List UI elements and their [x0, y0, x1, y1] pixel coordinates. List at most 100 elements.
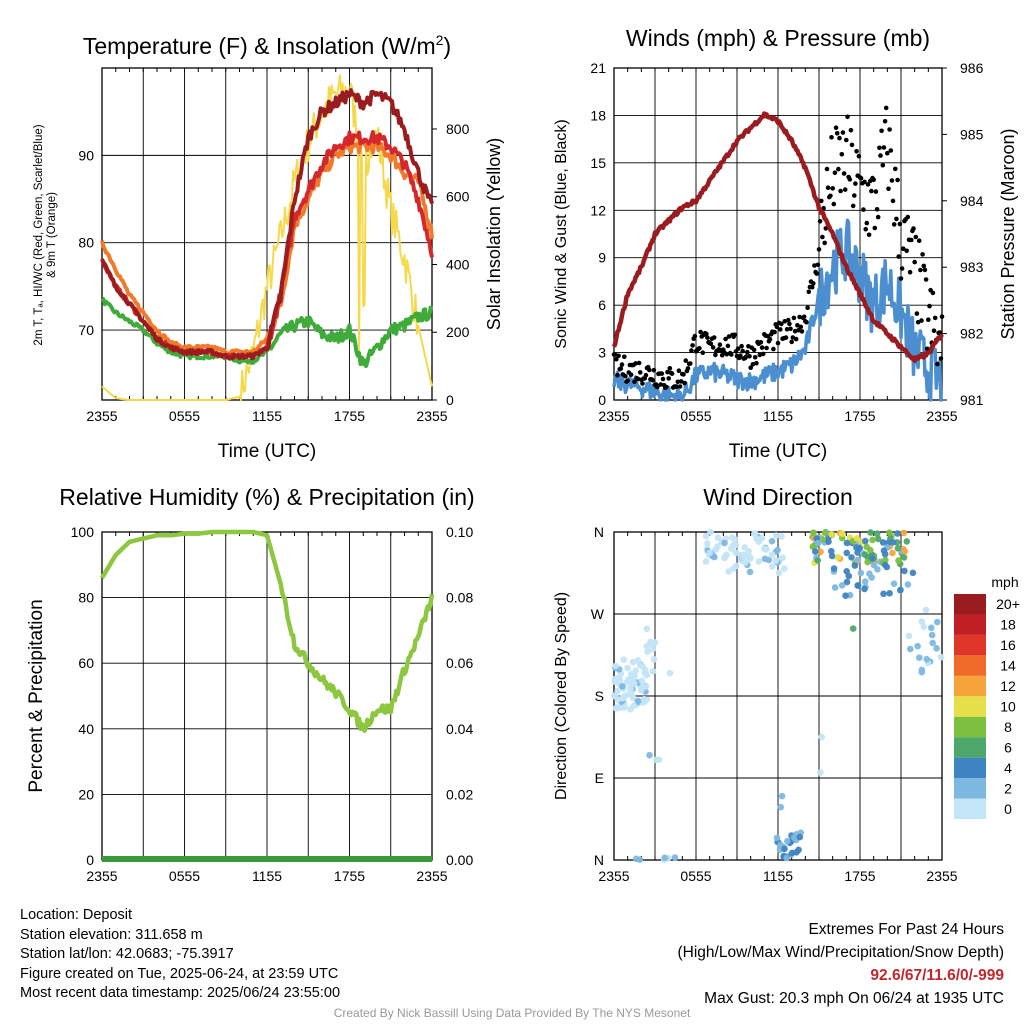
direction-point: [655, 756, 663, 764]
panel-1-ytick-label: 9: [598, 250, 606, 266]
panel-0-ylabel-right: Solar Insolation (Yellow): [484, 138, 504, 330]
direction-point: [774, 546, 781, 554]
gust-point: [675, 379, 681, 385]
gust-point: [853, 181, 858, 186]
direction-point: [831, 584, 839, 591]
direction-point: [753, 535, 760, 543]
gust-point: [824, 166, 830, 172]
gust-point: [886, 186, 891, 192]
panel-2-ytick-label: 100: [71, 524, 95, 540]
gust-point: [898, 276, 904, 281]
gust-point: [681, 372, 686, 377]
direction-point: [778, 533, 785, 540]
direction-point: [778, 792, 786, 800]
gust-point: [697, 346, 702, 351]
gust-point: [783, 335, 789, 340]
panel-1-series-sonic-wind: [612, 218, 943, 402]
direction-point: [790, 834, 798, 841]
gust-point: [914, 311, 920, 316]
gust-point: [682, 380, 687, 386]
direction-point: [897, 586, 904, 594]
gust-point: [913, 234, 919, 240]
panel-3-title: Wind Direction: [703, 484, 853, 510]
gust-point: [812, 263, 817, 268]
panel-1-yrtick-label: 985: [960, 126, 984, 142]
direction-point: [861, 585, 868, 593]
direction-point: [928, 631, 936, 639]
direction-point: [732, 549, 740, 556]
direction-point: [894, 530, 901, 537]
gust-point: [922, 267, 928, 273]
gust-point: [825, 185, 831, 190]
gust-point: [829, 135, 834, 140]
colorbar-label: 4: [1004, 760, 1012, 776]
colorbar-label: 16: [1000, 637, 1016, 653]
panel-2-yrtick-label: 0.00: [446, 852, 473, 868]
colorbar-label: 0: [1004, 801, 1012, 817]
panel-1-ylabel-left-text: Sonic Wind & Gust (Blue, Black): [553, 119, 570, 348]
panel-1-xtick-label: 2355: [926, 408, 957, 424]
direction-point: [728, 534, 736, 541]
gust-point: [847, 177, 853, 182]
panel-1-xtick-label: 2355: [598, 408, 629, 424]
direction-point: [768, 551, 776, 559]
direction-point: [848, 554, 855, 561]
panel-0-yrtick-label: 800: [446, 121, 470, 137]
colorbar-swatch: [954, 737, 986, 758]
gust-point: [767, 337, 773, 342]
gust-point: [805, 305, 810, 311]
gust-point: [782, 319, 788, 324]
direction-point: [650, 656, 658, 663]
colorbar-swatch: [954, 757, 986, 779]
gust-point: [937, 330, 942, 335]
gust-point: [869, 188, 874, 194]
panel-2-ytick-label: 0: [86, 852, 94, 868]
colorbar-swatch: [954, 716, 986, 738]
direction-point: [742, 559, 749, 566]
gust-point: [938, 356, 944, 361]
direction-point: [620, 656, 627, 663]
panel-1-ytick-label: 12: [590, 202, 606, 218]
direction-point: [661, 854, 668, 862]
panel-3-xtick-label: 2355: [926, 868, 957, 884]
direction-point: [934, 618, 941, 626]
gust-point: [872, 225, 878, 231]
station-info: Location: Deposit Station elevation: 311…: [20, 906, 340, 1004]
gust-point: [822, 240, 827, 246]
panel-0-ylabel-line1: 2m T, Tₐ, HI/WC (Red, Green, Scarlet/Blu…: [33, 124, 45, 345]
gust-point: [828, 193, 833, 199]
direction-point: [644, 648, 651, 655]
station-elevation: Station elevation: 311.658 m: [20, 926, 203, 943]
direction-point: [619, 683, 626, 690]
direction-point: [818, 733, 825, 741]
colorbar-label: 14: [1000, 658, 1016, 674]
direction-point: [857, 569, 865, 577]
gust-point: [739, 343, 744, 349]
panel-2-series-relative-humidity: [100, 529, 435, 733]
panel-3-ytick-label: N: [594, 524, 604, 540]
gust-point: [743, 354, 749, 360]
gust-point: [889, 178, 895, 183]
gust-point: [633, 361, 638, 366]
gust-point: [927, 303, 932, 309]
gust-point: [688, 361, 693, 366]
direction-point: [725, 568, 732, 575]
gust-point: [799, 329, 805, 334]
gust-point: [747, 354, 752, 359]
direction-point: [612, 693, 619, 700]
direction-point: [918, 668, 926, 676]
gust-point: [881, 145, 887, 150]
gust-point: [890, 198, 896, 204]
gust-point: [891, 222, 897, 227]
panel-3-ytick-label: E: [595, 770, 604, 786]
direction-point: [873, 530, 881, 537]
direction-point: [874, 535, 882, 543]
direction-point: [909, 569, 917, 577]
panel-3-xtick-label: 2355: [598, 868, 629, 884]
direction-point: [721, 553, 729, 560]
gust-point: [815, 262, 821, 268]
max-gust: Max Gust: 20.3 mph On 06/24 at 1935 UTC: [704, 990, 1004, 1007]
gust-point: [919, 318, 924, 323]
gust-point: [904, 248, 909, 254]
gust-point: [842, 187, 848, 192]
